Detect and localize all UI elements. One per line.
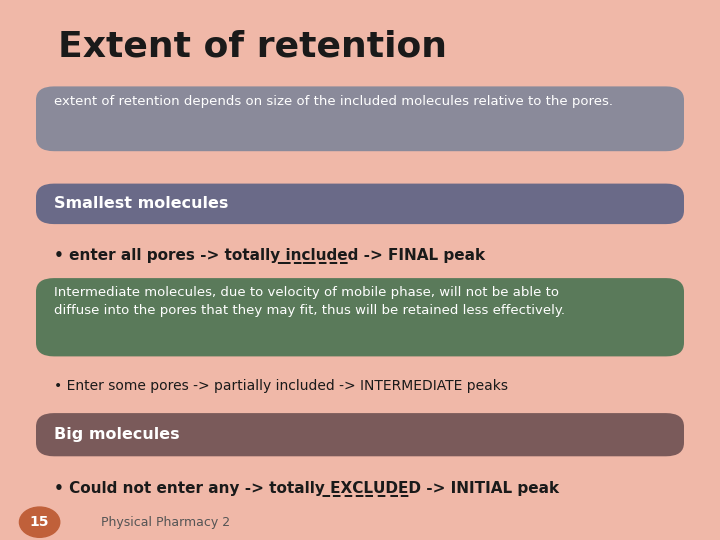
Text: 15: 15 [30,515,50,529]
Text: Intermediate molecules, due to velocity of mobile phase, will not be able to
dif: Intermediate molecules, due to velocity … [54,286,565,317]
Circle shape [19,507,60,537]
FancyBboxPatch shape [36,86,684,151]
Text: Smallest molecules: Smallest molecules [54,197,228,211]
Text: Physical Pharmacy 2: Physical Pharmacy 2 [101,516,230,529]
FancyBboxPatch shape [36,184,684,224]
FancyBboxPatch shape [36,413,684,456]
Text: extent of retention depends on size of the included molecules relative to the po: extent of retention depends on size of t… [54,94,613,107]
Text: • enter all pores -> totally ̲i̲n̲c̲l̲u̲d̲e̲d -> FINAL peak: • enter all pores -> totally ̲i̲n̲c̲l̲u̲… [54,248,485,265]
Text: • Could not enter any -> totally ̲E̲X̲C̲L̲U̲D̲E̲D -> INITIAL peak: • Could not enter any -> totally ̲E̲X̲C̲… [54,481,559,497]
Text: Extent of retention: Extent of retention [58,30,446,64]
Text: • Enter some pores -> partially included -> INTERMEDIATE peaks: • Enter some pores -> partially included… [54,379,508,393]
FancyBboxPatch shape [36,278,684,356]
Text: Big molecules: Big molecules [54,427,179,442]
